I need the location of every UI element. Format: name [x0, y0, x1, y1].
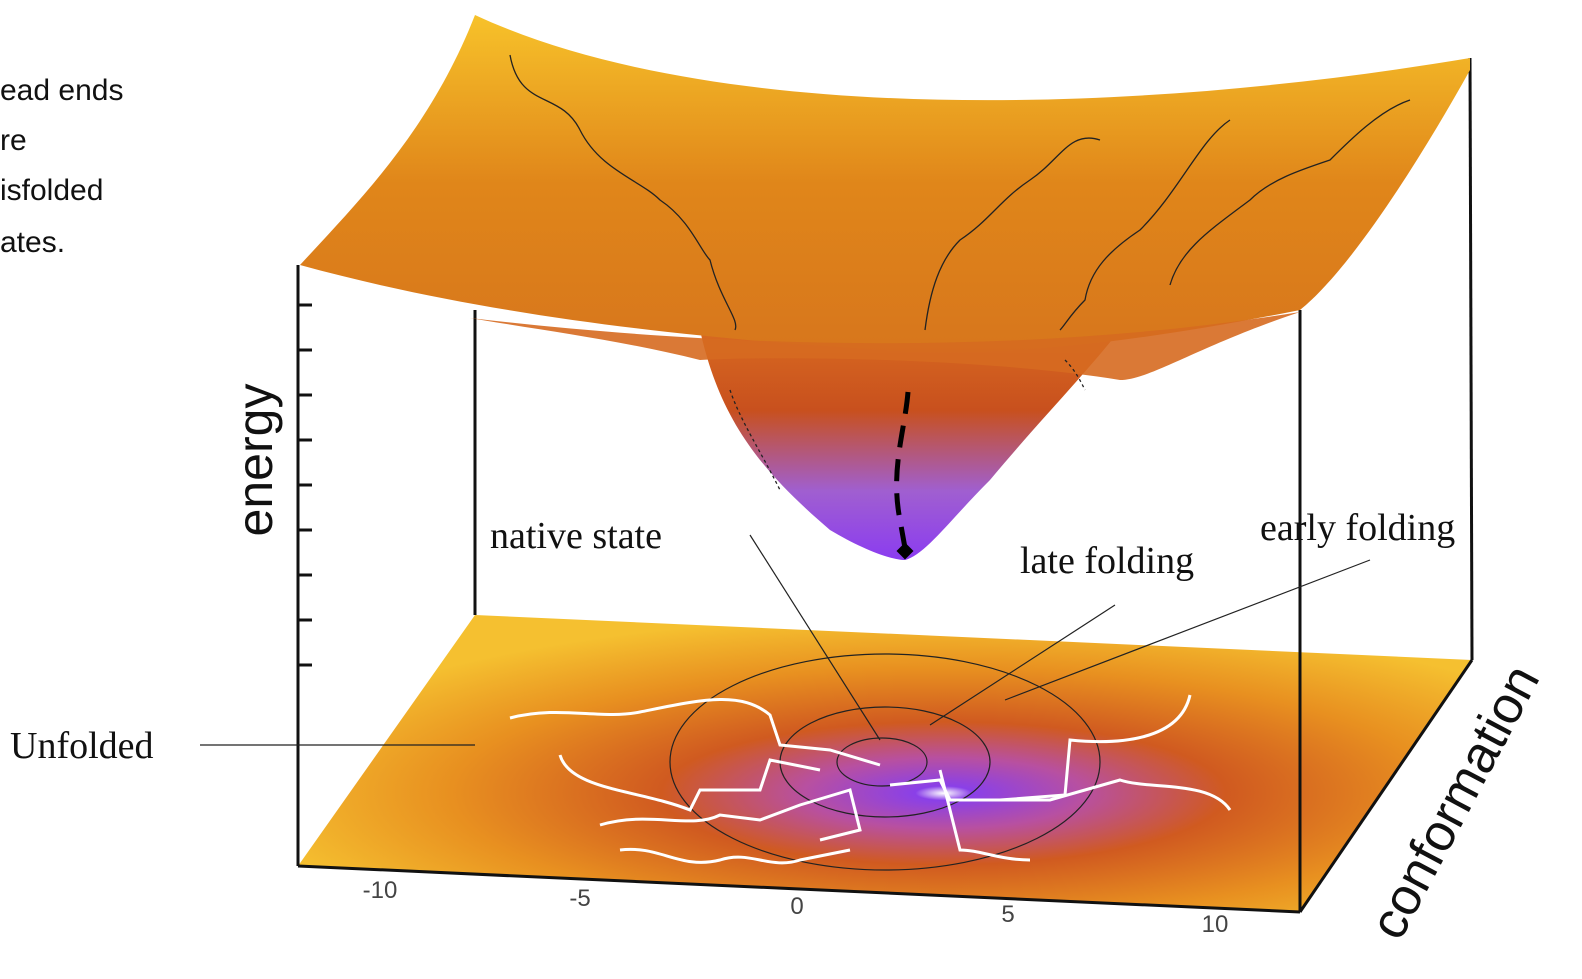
label: early folding	[1260, 507, 1455, 549]
note-line: re	[0, 124, 27, 157]
funnel	[700, 330, 1120, 560]
label: late folding	[1020, 540, 1194, 582]
surface-rim	[470, 312, 1300, 380]
x-tick-label: -5	[569, 885, 590, 912]
label: native state	[490, 515, 662, 557]
floor-trails	[509, 694, 1232, 865]
leader-lines	[200, 534, 1371, 746]
note-line: ates.	[0, 226, 65, 259]
surface-trails	[509, 54, 1411, 491]
note-line: ead ends	[0, 74, 123, 107]
x-tick-label: -10	[363, 877, 398, 904]
note-line: isfolded	[0, 174, 103, 207]
label: Unfolded	[10, 725, 154, 767]
x-tick-label: 10	[1202, 911, 1229, 938]
native-point	[896, 542, 914, 560]
energy-surface	[300, 15, 1470, 353]
floor-plane	[298, 615, 1472, 912]
folding-path	[894, 391, 911, 549]
z-ticks	[298, 303, 312, 667]
z-axis-label: energy	[227, 384, 283, 537]
x-tick-label: 5	[1001, 901, 1014, 928]
x-tick-label: 0	[790, 893, 803, 920]
axis-frame	[296, 57, 1474, 914]
floor-contours	[669, 653, 1101, 871]
